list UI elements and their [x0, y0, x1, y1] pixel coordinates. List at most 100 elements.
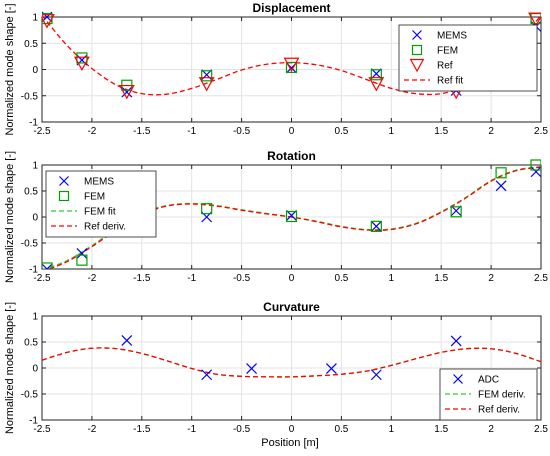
- x-tick-label: 2.5: [534, 126, 548, 137]
- legend-label: MEMS: [84, 177, 114, 188]
- legend-swatch: [59, 176, 69, 186]
- data-point: [368, 77, 385, 92]
- x-tick-label: 1.5: [434, 126, 448, 137]
- x-tick-label: 0: [289, 126, 295, 137]
- x-tick-label: -2.5: [33, 273, 51, 284]
- x-tick-label: 1: [389, 273, 395, 284]
- x-tick-label: -1: [187, 273, 196, 284]
- y-tick-label: 1: [32, 312, 38, 323]
- x-tick-label: 0.5: [334, 424, 348, 435]
- x-tick-label: 1.5: [434, 424, 448, 435]
- data-point: [201, 369, 213, 381]
- data-point: [370, 369, 382, 381]
- x-tick-label: 1: [389, 424, 395, 435]
- data-point: [530, 166, 541, 178]
- data-point: [495, 180, 507, 192]
- x-tick-label: 2: [488, 273, 494, 284]
- y-tick-label: 0: [32, 213, 38, 224]
- x-tick-label: 0: [289, 273, 295, 284]
- x-tick-label: -1.5: [133, 424, 151, 435]
- legend-label: Ref deriv.: [84, 222, 126, 233]
- y-tick-label: 1: [32, 13, 38, 24]
- x-tick-label: 1: [389, 126, 395, 137]
- chart-title: Rotation: [267, 149, 316, 163]
- subplot-2: -2.5 -2 -1.5 -1 -0.5 0 0.5 1 1.5 2 2.5 -1 -0.5 0 0.5 1 C…: [4, 300, 548, 435]
- x-tick-label: -0.5: [233, 273, 251, 284]
- legend-label: Ref fit: [437, 76, 463, 87]
- data-point: [370, 220, 382, 232]
- x-tick-label: -1: [187, 424, 196, 435]
- y-tick-label: 0: [32, 364, 38, 375]
- subplot-1: -2.5 -2 -1.5 -1 -0.5 0 0.5 1 1.5 2 2.5 -1 -0.5 0 0.5 1 R…: [4, 149, 548, 284]
- x-tick-label: 2: [488, 126, 494, 137]
- x-tick-label: -1: [187, 126, 196, 137]
- y-tick-label: -1: [29, 265, 38, 276]
- data-point: [495, 167, 507, 179]
- data-point: [42, 262, 53, 269]
- y-tick-label: 0.5: [24, 338, 38, 349]
- data-point: [198, 77, 215, 92]
- y-tick-label: 0: [32, 65, 38, 76]
- data-point: [370, 69, 382, 81]
- y-axis-label: Normalized mode shape [-]: [4, 302, 16, 434]
- chart-title: Displacement: [252, 1, 330, 15]
- legend-swatch: [409, 58, 425, 73]
- y-tick-label: -1: [29, 416, 38, 427]
- series-adc: [121, 335, 462, 381]
- x-tick-label: 2: [488, 424, 494, 435]
- data-point: [370, 68, 382, 80]
- data-point: [370, 220, 382, 232]
- x-tick-label: 2.5: [534, 424, 548, 435]
- legend-swatch: [411, 44, 423, 56]
- legend-label: MEMS: [437, 31, 467, 42]
- x-tick-label: -0.5: [233, 126, 251, 137]
- legend-swatch: [412, 30, 422, 40]
- x-tick-label: -2.5: [33, 126, 51, 137]
- data-point: [528, 12, 541, 27]
- y-tick-label: -1: [29, 118, 38, 129]
- y-tick-label: 1: [32, 161, 38, 172]
- y-tick-label: -0.5: [21, 239, 39, 250]
- data-point: [201, 203, 213, 215]
- x-tick-label: -1.5: [133, 126, 151, 137]
- x-axis-label: Position [m]: [261, 437, 318, 449]
- x-tick-label: 1.5: [434, 273, 448, 284]
- data-point: [450, 205, 462, 217]
- subplot-panels: -2.5 -2 -1.5 -1 -0.5 0 0.5 1 1.5 2 2.5 -1 -0.5 0 0.5 1 D…: [4, 1, 548, 435]
- data-point: [201, 70, 213, 82]
- data-point: [285, 210, 298, 223]
- x-tick-label: 0: [289, 424, 295, 435]
- x-tick-label: -2: [87, 273, 96, 284]
- y-axis-label: Normalized mode shape [-]: [4, 3, 16, 135]
- x-tick-label: -1.5: [133, 273, 151, 284]
- legend-label: FEM: [84, 192, 105, 203]
- data-point: [76, 254, 88, 266]
- series-layer: [42, 335, 541, 381]
- chart-title: Curvature: [263, 300, 320, 314]
- y-tick-label: -0.5: [21, 390, 39, 401]
- legend: MEMS FEM Ref Ref fit: [398, 24, 538, 92]
- data-point: [42, 263, 53, 269]
- legend-label: Ref: [437, 61, 453, 72]
- legend-swatch: [58, 190, 70, 202]
- y-tick-label: -0.5: [21, 91, 39, 102]
- legend-label: FEM deriv.: [478, 390, 526, 401]
- data-point: [121, 86, 133, 98]
- data-point: [42, 14, 55, 29]
- data-point: [121, 335, 133, 346]
- legend: MEMS FEM FEM fit Ref deriv.: [45, 170, 157, 238]
- data-point: [286, 210, 297, 221]
- data-point: [450, 206, 462, 218]
- y-axis-label: Normalized mode shape [-]: [4, 151, 16, 283]
- x-tick-label: 0.5: [334, 273, 348, 284]
- legend-label: Ref deriv.: [478, 405, 520, 416]
- x-tick-label: -2.5: [33, 424, 51, 435]
- series-line-ref-deriv: [42, 347, 541, 378]
- x-tick-label: 0.5: [334, 126, 348, 137]
- x-tick-label: -2: [87, 126, 96, 137]
- data-point: [283, 57, 300, 73]
- data-point: [76, 52, 88, 64]
- series-line-ref-deriv: [47, 166, 541, 269]
- data-point: [76, 247, 88, 259]
